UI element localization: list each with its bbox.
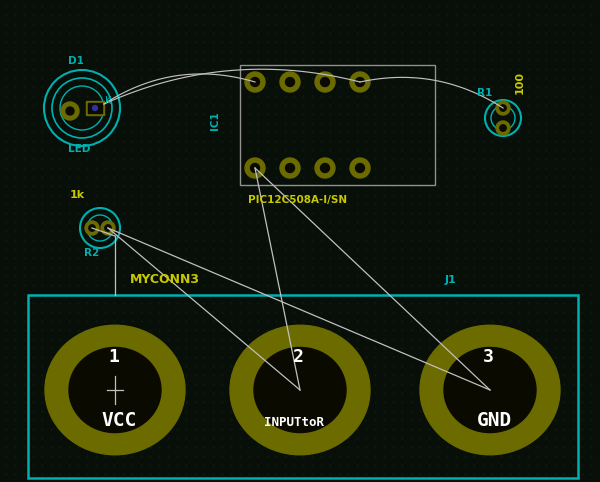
Circle shape <box>280 158 300 178</box>
Circle shape <box>496 121 510 135</box>
Circle shape <box>89 225 95 231</box>
Text: R2: R2 <box>84 248 99 258</box>
Circle shape <box>355 78 365 86</box>
Circle shape <box>286 163 295 173</box>
Text: IC1: IC1 <box>210 111 220 130</box>
Circle shape <box>280 72 300 92</box>
Circle shape <box>500 125 506 131</box>
Text: 3: 3 <box>483 348 494 366</box>
Ellipse shape <box>254 348 346 432</box>
Text: D1: D1 <box>68 56 84 66</box>
Text: GND: GND <box>476 411 512 430</box>
Text: MYCONN3: MYCONN3 <box>130 273 200 286</box>
Circle shape <box>320 78 329 86</box>
Circle shape <box>496 101 510 115</box>
Circle shape <box>105 225 111 231</box>
Text: VCC: VCC <box>101 411 137 430</box>
Circle shape <box>101 221 115 235</box>
Circle shape <box>350 72 370 92</box>
Ellipse shape <box>45 325 185 455</box>
Circle shape <box>245 72 265 92</box>
Text: LED: LED <box>68 144 91 154</box>
Ellipse shape <box>420 325 560 455</box>
Ellipse shape <box>444 348 536 432</box>
Bar <box>28 295 578 478</box>
Text: 1: 1 <box>108 348 119 366</box>
Circle shape <box>61 102 79 120</box>
Circle shape <box>85 221 99 235</box>
Text: INPUTtoR: INPUTtoR <box>264 416 324 429</box>
Circle shape <box>286 78 295 86</box>
Text: R1: R1 <box>477 88 492 98</box>
Circle shape <box>350 158 370 178</box>
Bar <box>86 101 104 115</box>
Text: 2: 2 <box>293 348 304 366</box>
Text: PIC12C508A-I/SN: PIC12C508A-I/SN <box>248 195 347 205</box>
Ellipse shape <box>69 348 161 432</box>
Circle shape <box>320 163 329 173</box>
Text: J1: J1 <box>445 275 457 285</box>
Ellipse shape <box>230 325 370 455</box>
Circle shape <box>251 163 260 173</box>
Bar <box>240 65 435 185</box>
Text: K: K <box>105 96 112 106</box>
Circle shape <box>315 72 335 92</box>
Circle shape <box>500 105 506 111</box>
Bar <box>88 103 102 113</box>
Circle shape <box>315 158 335 178</box>
Circle shape <box>251 78 260 86</box>
Circle shape <box>355 163 365 173</box>
Text: 100: 100 <box>515 71 525 94</box>
Text: 1k: 1k <box>70 190 85 200</box>
Circle shape <box>66 107 74 115</box>
Circle shape <box>92 106 97 110</box>
Circle shape <box>245 158 265 178</box>
